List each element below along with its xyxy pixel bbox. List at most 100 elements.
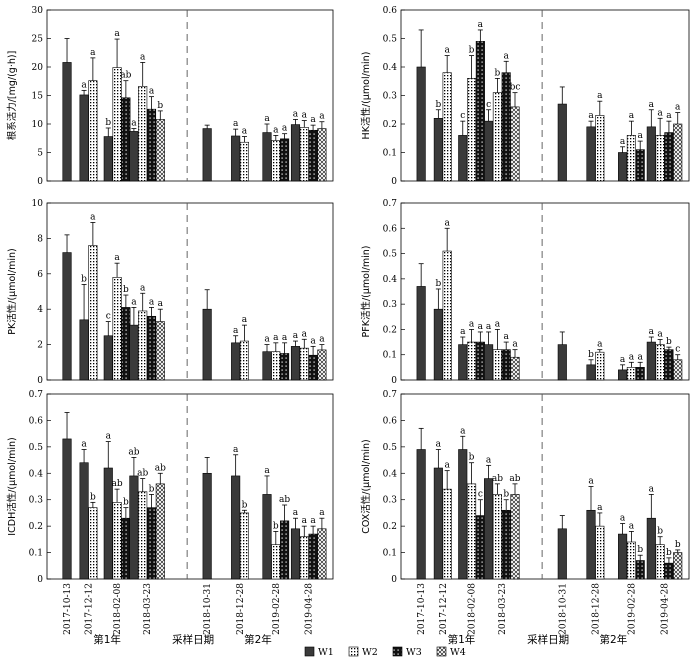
bar-W2 [299, 536, 309, 580]
y-tick-label: 8 [37, 234, 43, 244]
y-tick-label: 0 [391, 575, 397, 585]
y-tick-label: 6 [37, 270, 43, 280]
bar-W3 [501, 509, 511, 580]
bar-W3 [475, 41, 485, 182]
bar-W1 [79, 462, 89, 580]
bar-W4 [510, 494, 520, 580]
significance-letter: a [273, 333, 279, 343]
significance-letter: a [629, 521, 635, 531]
significance-letter: c [106, 312, 111, 322]
bar-W2 [88, 507, 98, 580]
bar-W2 [467, 483, 477, 580]
y-tick-label: 15 [32, 92, 44, 102]
bar-W1 [416, 449, 426, 580]
bar-W1 [433, 118, 443, 182]
significance-letter: a [638, 352, 644, 362]
y-tick-label: 0.5 [383, 35, 398, 45]
bar-W2 [655, 135, 665, 182]
y-tick-label: 2 [37, 341, 43, 351]
significance-letter: a [620, 514, 626, 524]
significance-letter: a [81, 80, 87, 90]
x-tick-label: 2019-02-28 [627, 583, 637, 635]
bar-W2 [271, 544, 281, 580]
bar-W2 [299, 127, 309, 182]
bar-W4 [155, 321, 165, 381]
bar-W1 [231, 135, 241, 182]
significance-letter: a [597, 91, 603, 101]
x-tick-label: 2018-02-08 [113, 583, 123, 635]
significance-letter: a [675, 103, 681, 113]
x-tick-label: 2019-02-28 [272, 583, 282, 635]
significance-letter: b [657, 527, 663, 537]
y-tick-label: 0.6 [383, 416, 398, 426]
significance-letter: b [666, 548, 672, 558]
legend: W1 W2 W3 W4 [304, 646, 466, 658]
bar-W1 [103, 335, 113, 381]
bar-W2 [138, 310, 148, 381]
y-tick-label: 0.4 [383, 63, 398, 73]
year-label: 第2年 [600, 633, 628, 646]
significance-letter: b [435, 100, 441, 110]
significance-letter: ab [492, 474, 503, 484]
bar-W1 [129, 131, 139, 182]
bar-W2 [595, 525, 605, 580]
bar-W3 [475, 515, 485, 580]
significance-letter: a [90, 212, 96, 222]
bar-W4 [510, 356, 520, 381]
bar-W4 [155, 119, 165, 182]
bar-W3 [664, 132, 674, 182]
bar-W1 [231, 342, 241, 381]
legend-label: W1 [318, 647, 334, 658]
bar-W1 [484, 478, 494, 580]
legend-label: W4 [450, 647, 466, 658]
x-axis-title: 采样日期 [527, 633, 569, 646]
significance-letter: ab [120, 71, 131, 81]
significance-letter: b [469, 46, 475, 56]
significance-letter: a [310, 516, 316, 526]
bar-W1 [202, 128, 212, 182]
bar-W2 [655, 544, 665, 580]
significance-letter: a [444, 46, 450, 56]
bar-W4 [317, 349, 327, 381]
significance-letter: a [293, 508, 299, 518]
bar-W4 [317, 128, 327, 182]
bar-W2 [138, 491, 148, 580]
significance-letter: a [242, 127, 248, 137]
bar-W4 [155, 483, 165, 580]
significance-letter: a [302, 329, 308, 339]
y-tick-label: 0.6 [29, 416, 44, 426]
x-tick-label: 2019-04-28 [661, 583, 671, 635]
bar-W2 [655, 344, 665, 381]
significance-letter: a [264, 335, 270, 345]
y-axis-label: PFK活性/(μmol/min) [360, 246, 372, 338]
bar-W1 [262, 351, 272, 381]
x-tick-label: 2018-03-23 [143, 583, 153, 635]
chart-panel-5: 0 0.1 0.2 0.3 0.4 0.5 0.6 0.7 ICDH活性/(μmol/min) a… [6, 390, 334, 585]
y-tick-label: 0.3 [383, 496, 398, 506]
significance-letter: a [282, 124, 288, 134]
y-tick-label: 0.6 [383, 224, 398, 234]
legend-label: W3 [406, 647, 422, 658]
significance-letter: a [649, 484, 655, 494]
plot-frame [46, 393, 334, 580]
bar-W3 [635, 367, 645, 381]
y-tick-label: 0.2 [383, 522, 397, 532]
y-axis-label: HK活性/(μmol/min) [360, 52, 372, 140]
x-tick-label: 2019-04-28 [305, 583, 315, 635]
bar-W1 [262, 494, 272, 580]
bar-W3 [280, 138, 290, 182]
significance-letter: a [114, 29, 120, 39]
y-tick-label: 0 [37, 177, 43, 187]
y-tick-label: 0.5 [383, 443, 398, 453]
significance-letter: ab [279, 495, 290, 505]
bar-W3 [501, 349, 511, 381]
significance-letter: a [486, 322, 492, 332]
x-tick-label: 2017-10-13 [63, 583, 73, 635]
significance-letter: a [504, 332, 510, 342]
y-tick-label: 0.1 [383, 351, 397, 361]
significance-letter: b [90, 492, 96, 502]
bar-W4 [673, 359, 683, 381]
y-tick-label: 0.4 [383, 275, 398, 285]
significance-letter: a [486, 455, 492, 465]
